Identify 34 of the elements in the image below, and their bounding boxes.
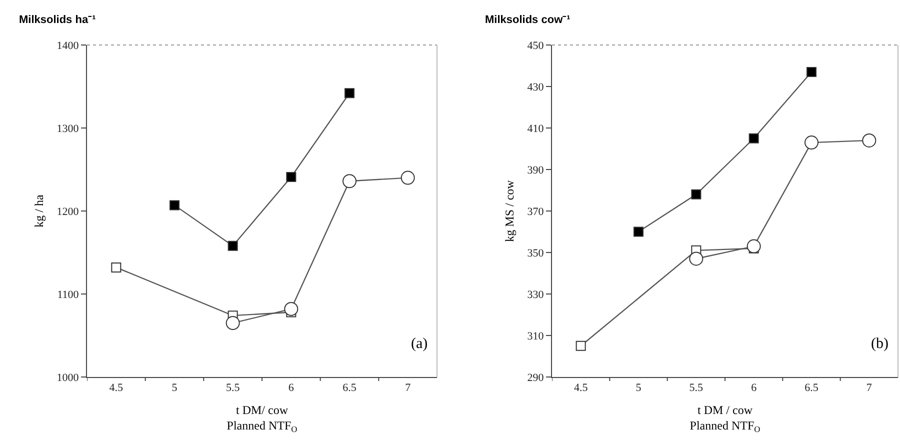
x-tick-label: 6.5: [804, 382, 819, 394]
x-tick-label: 7: [866, 382, 872, 394]
x-tick-label: 6: [751, 382, 758, 394]
y-tick-label: 1300: [56, 122, 80, 135]
y-tick-label: 450: [527, 40, 544, 52]
y-tick-label: 370: [527, 206, 544, 218]
x-tick-label: 5: [172, 382, 178, 394]
y-tick-label: 390: [527, 164, 544, 176]
y-tick-label: 1100: [57, 288, 80, 301]
y-tick-label: 1000: [56, 372, 80, 384]
x-axis-title: t DM/ cow Planned NTF$_{O}$: [226, 403, 298, 434]
y-tick-label: 330: [527, 288, 544, 301]
chart-title: Milksolids cow⁻¹: [485, 14, 571, 26]
y-tick-label: 1400: [56, 40, 80, 52]
annotation: (b): [871, 336, 888, 352]
y-tick-label: 290: [527, 372, 544, 384]
x-tick-label: 6.5: [342, 382, 357, 394]
chart-title: Milksolids ha⁻¹: [19, 14, 96, 26]
y-tick-label: 430: [527, 81, 544, 94]
x-tick-label: 6: [288, 382, 294, 394]
annotation: (a): [411, 336, 428, 352]
y-tick-label: 1200: [56, 206, 80, 218]
x-tick-label: 5.5: [689, 382, 704, 394]
y-axis-title: kg / ha: [32, 194, 46, 228]
y-tick-label: 410: [527, 122, 544, 135]
x-tick-label: 5.5: [226, 382, 240, 394]
x-tick-label: 7: [405, 382, 412, 394]
y-tick-label: 350: [527, 247, 544, 260]
x-tick-label: 4.5: [574, 382, 588, 394]
x-axis-title: t DM / cow Planned NTF$_{O}$: [690, 403, 760, 434]
y-tick-label: 310: [527, 330, 544, 342]
x-tick-label: 5: [636, 382, 642, 394]
x-tick-label: 4.5: [109, 382, 124, 394]
y-axis-title: kg MS / cow: [502, 180, 517, 242]
